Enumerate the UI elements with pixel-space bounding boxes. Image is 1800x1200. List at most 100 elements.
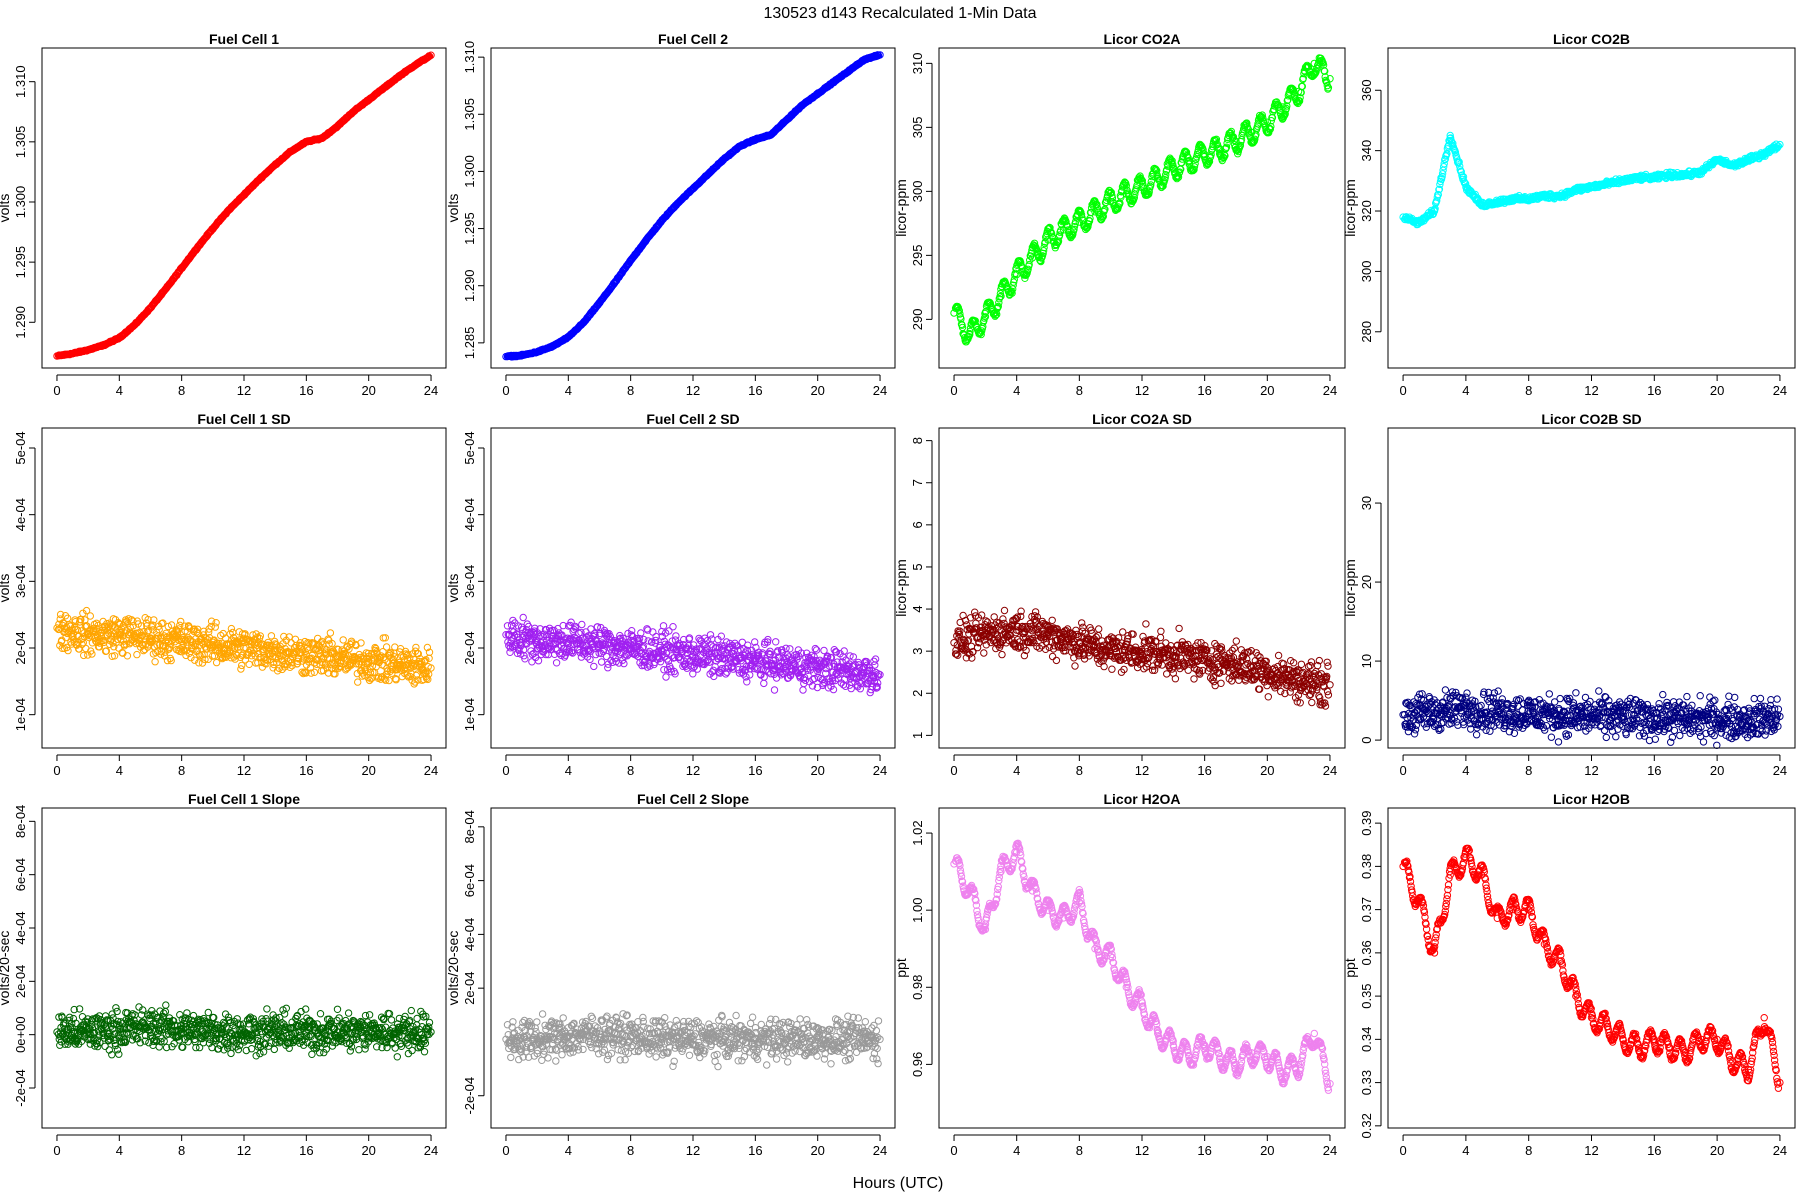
data-point (1290, 87, 1298, 96)
series-point (100, 341, 108, 349)
y-tick-label: 5e-04 (13, 431, 28, 464)
y-tick-label: 360 (1359, 79, 1374, 101)
series-point (1310, 59, 1319, 68)
y-tick-label: 1e-04 (462, 698, 477, 731)
series-point (627, 256, 635, 265)
data-point (971, 317, 979, 325)
data-point (1062, 217, 1070, 226)
series-point (798, 101, 806, 109)
data-point (151, 658, 159, 666)
data-point (1229, 133, 1238, 141)
data-point (1108, 194, 1117, 202)
data-point (133, 650, 141, 659)
series-point (658, 216, 666, 225)
x-tick-label: 0 (53, 763, 60, 778)
data-point (966, 327, 974, 336)
series-point (611, 278, 619, 286)
data-point (211, 623, 220, 631)
series-point (380, 84, 388, 92)
series-point (53, 352, 61, 360)
panel-title: Licor CO2A SD (1092, 411, 1192, 427)
series-point (981, 313, 990, 321)
y-axis-label: licor-ppm (1342, 179, 1358, 237)
data-point (996, 289, 1005, 298)
data-points (950, 54, 1334, 346)
data-point (706, 631, 715, 639)
plot-frame (490, 47, 896, 369)
data-point (1083, 224, 1092, 232)
series-point (271, 161, 279, 169)
x-tick-label: 12 (686, 383, 700, 398)
series-point (255, 175, 264, 183)
series-point (53, 624, 61, 632)
y-tick-label: 300 (1359, 261, 1374, 283)
data-point (1085, 217, 1094, 225)
data-point (1047, 230, 1056, 238)
data-point (1243, 119, 1251, 127)
data-point (871, 661, 879, 669)
data-point (1117, 193, 1125, 202)
data-points (502, 613, 884, 697)
data-point (590, 662, 598, 671)
series-point (1216, 145, 1225, 153)
data-point (671, 670, 679, 678)
series-point (240, 191, 248, 199)
data-point (1451, 148, 1460, 156)
data-point (1017, 258, 1025, 267)
series-point (642, 236, 650, 244)
series-point (68, 349, 77, 358)
series-point (1247, 128, 1256, 137)
data-points (53, 51, 435, 360)
data-point (1236, 141, 1245, 150)
series-point (549, 342, 557, 350)
data-point (82, 644, 90, 653)
series-point (209, 224, 217, 233)
x-tick-label: 24 (1773, 383, 1787, 398)
series-point (333, 122, 342, 130)
y-tick-label: 1.310 (13, 65, 28, 98)
x-tick-label: 12 (237, 763, 251, 778)
data-point (659, 622, 668, 630)
x-tick-label: 4 (565, 763, 572, 778)
x-tick-label: 0 (502, 383, 509, 398)
x-tick-label: 0 (502, 763, 509, 778)
series-point (1263, 118, 1272, 126)
data-point (425, 52, 434, 60)
data-point (1011, 269, 1019, 277)
x-tick-label: 8 (178, 383, 185, 398)
panel-fc1sd: Fuel Cell 1 SD0 4 8 12 16 20 241e-042e-043e-04… (0, 411, 447, 778)
series-point (1169, 164, 1178, 173)
x-tick-label: 4 (116, 763, 123, 778)
y-tick-label: 280 (1359, 321, 1374, 343)
data-point (991, 311, 1000, 319)
data-point (1438, 170, 1447, 178)
data-point (552, 659, 561, 667)
series-point (287, 147, 295, 156)
x-tick-label: 12 (237, 383, 251, 398)
x-tick-label: 8 (1525, 383, 1532, 398)
data-point (528, 658, 536, 666)
y-axis-label: volts (0, 194, 12, 223)
series-point (146, 304, 155, 312)
data-point (1039, 247, 1048, 255)
plot-frame (490, 427, 896, 749)
x-tick-label: 24 (424, 383, 438, 398)
series-point (1044, 236, 1052, 244)
x-tick-label: 8 (627, 383, 634, 398)
x-tick-label: 4 (1462, 383, 1469, 398)
x-axis: 0 4 8 12 16 20 24 (53, 374, 438, 398)
y-tick-label: 2e-04 (462, 631, 477, 664)
series-point (517, 351, 526, 360)
series-point (502, 352, 510, 361)
series-point (814, 90, 822, 98)
series-point (1107, 197, 1115, 206)
data-points (950, 606, 1334, 710)
data-point (412, 643, 420, 652)
data-point (976, 329, 984, 337)
